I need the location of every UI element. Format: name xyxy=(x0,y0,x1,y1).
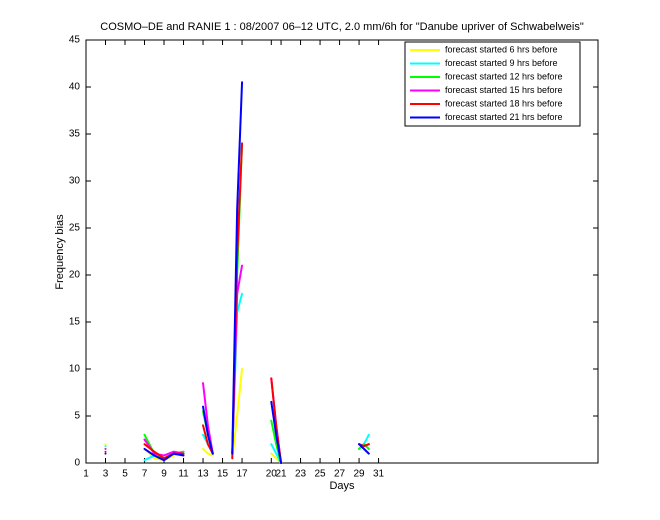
legend-label: forecast started 21 hrs before xyxy=(445,112,563,122)
x-tick-label: 15 xyxy=(217,469,229,480)
x-tick-label: 3 xyxy=(103,469,109,480)
y-tick-label: 10 xyxy=(69,364,81,375)
y-tick-label: 40 xyxy=(69,82,81,93)
legend-label: forecast started 15 hrs before xyxy=(445,85,563,95)
x-tick-label: 13 xyxy=(197,469,209,480)
plot-frame xyxy=(85,39,599,464)
x-tick-label: 25 xyxy=(314,469,326,480)
x-axis-label: Days xyxy=(329,480,355,492)
x-tick-label: 31 xyxy=(373,469,385,480)
legend-label: forecast started 6 hrs before xyxy=(445,44,558,54)
x-tick-label: 29 xyxy=(354,469,366,480)
x-tick-label: 11 xyxy=(178,469,189,480)
y-axis-label: Frequency bias xyxy=(54,214,66,290)
y-tick-label: 35 xyxy=(69,129,81,140)
x-tick-label: 23 xyxy=(295,469,307,480)
y-tick-label: 25 xyxy=(69,223,81,234)
y-tick-label: 15 xyxy=(69,317,81,328)
x-tick-label: 17 xyxy=(236,469,248,480)
legend-label: forecast started 9 hrs before xyxy=(445,58,558,68)
y-tick-label: 5 xyxy=(74,411,80,422)
y-tick-label: 30 xyxy=(69,176,81,187)
legend-box xyxy=(404,41,581,127)
chart-title: COSMO–DE and RANIE 1 : 08/2007 06–12 UTC… xyxy=(100,21,584,33)
legend-label: forecast started 18 hrs before xyxy=(445,98,563,108)
legend-label: forecast started 12 hrs before xyxy=(445,71,563,81)
x-tick-label: 9 xyxy=(161,469,167,480)
x-tick-label: 7 xyxy=(142,469,148,480)
x-tick-label: 1 xyxy=(83,469,89,480)
y-tick-label: 0 xyxy=(74,458,80,469)
x-tick-label: 20 xyxy=(266,469,278,480)
x-tick-label: 27 xyxy=(334,469,346,480)
series-line xyxy=(104,81,370,464)
x-tick-label: 5 xyxy=(122,469,128,480)
x-tick-label: 21 xyxy=(275,469,287,480)
y-tick-label: 45 xyxy=(69,35,81,46)
y-tick-label: 20 xyxy=(69,270,81,281)
